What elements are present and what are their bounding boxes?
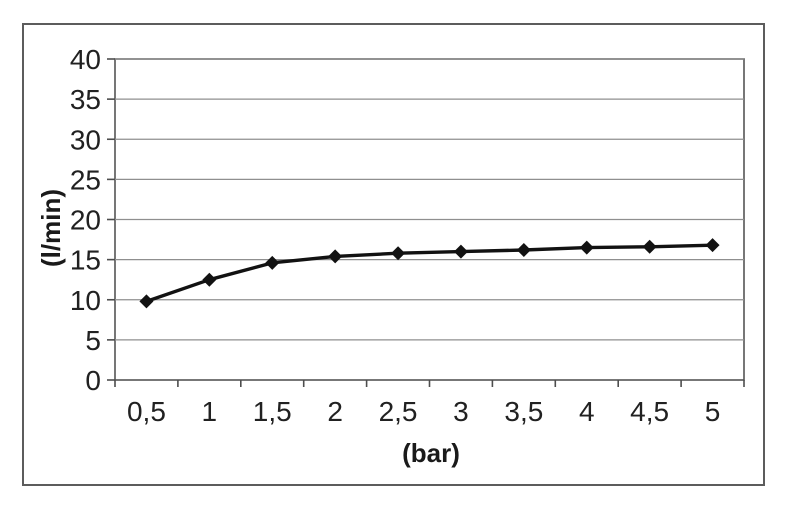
series-line bbox=[144, 243, 715, 304]
data-point-marker bbox=[642, 239, 657, 254]
x-tick-label: 3,5 bbox=[504, 396, 543, 427]
chart-frame: (l/min) 0 5 10 15 20 25 30 35 40 0,5 1 1,5 2 2,5 3 3,5 4… bbox=[22, 23, 765, 486]
x-axis-title: (bar) bbox=[402, 438, 460, 468]
x-tick-label: 2,5 bbox=[379, 396, 418, 427]
y-tick-label: 5 bbox=[85, 325, 101, 356]
x-tick-label: 3 bbox=[453, 396, 469, 427]
x-tick-label: 2 bbox=[327, 396, 343, 427]
x-tick-label: 4 bbox=[579, 396, 595, 427]
y-tick-label: 0 bbox=[85, 365, 101, 396]
x-tick-label: 0,5 bbox=[127, 396, 166, 427]
y-tick-label: 25 bbox=[70, 164, 101, 195]
y-tick-label: 10 bbox=[70, 285, 101, 316]
y-tick-label: 30 bbox=[70, 124, 101, 155]
data-point-marker bbox=[139, 294, 154, 309]
x-tick-label: 1,5 bbox=[253, 396, 292, 427]
data-point-marker bbox=[328, 249, 343, 264]
x-tick-label: 1 bbox=[202, 396, 218, 427]
data-point-marker bbox=[453, 244, 468, 259]
y-tick-label: 20 bbox=[70, 205, 101, 236]
data-point-marker bbox=[265, 255, 280, 270]
data-point-marker bbox=[202, 272, 217, 287]
x-tick-label: 5 bbox=[705, 396, 721, 427]
x-tick-label: 4,5 bbox=[630, 396, 669, 427]
y-tick-label: 15 bbox=[70, 245, 101, 276]
data-point-marker bbox=[391, 246, 406, 261]
data-point-marker bbox=[579, 240, 594, 255]
data-point-marker bbox=[705, 238, 720, 253]
line-plot: 0 5 10 15 20 25 30 35 40 0,5 1 1,5 2 2,5 3 3,5 4 4,5 5 bbox=[70, 44, 745, 427]
y-tick-label: 35 bbox=[70, 84, 101, 115]
data-point-marker bbox=[516, 242, 531, 257]
y-tick-label: 40 bbox=[70, 44, 101, 75]
